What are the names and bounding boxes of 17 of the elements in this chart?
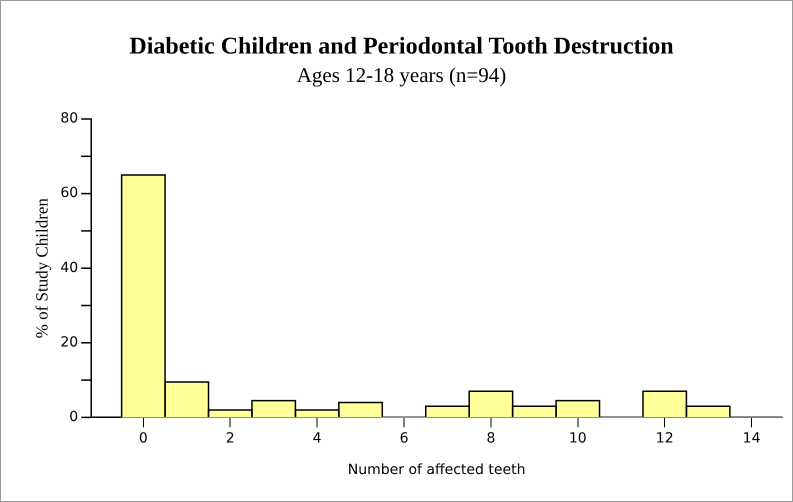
x-tick-label: 0: [138, 430, 148, 446]
y-tick-label: 80: [60, 110, 78, 127]
x-tick-label: 4: [312, 430, 322, 446]
y-tick-label: 40: [60, 260, 78, 276]
y-tick-label: 60: [60, 185, 78, 202]
x-tick-label: 12: [656, 430, 674, 446]
x-tick-label: 6: [400, 430, 409, 446]
chart-subtitle: Ages 12-18 years (n=94): [296, 62, 506, 87]
x-tick-label: 10: [568, 430, 587, 446]
y-tick-label: 20: [60, 334, 78, 350]
y-axis-title: % of Study Children: [32, 198, 52, 338]
x-tick-label: 14: [742, 430, 761, 446]
x-tick-label: 8: [486, 430, 496, 446]
y-tick-label: 0: [69, 409, 78, 426]
x-axis-title: Number of affected teeth: [348, 462, 526, 478]
chart-title: Diabetic Children and Periodontal Tooth Destruction: [129, 34, 674, 60]
x-tick-label: 2: [226, 430, 235, 446]
